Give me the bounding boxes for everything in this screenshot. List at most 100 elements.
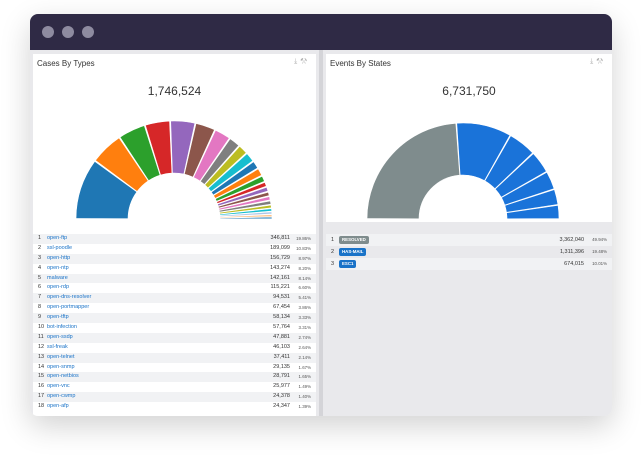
donut-slice[interactable]	[219, 216, 273, 220]
row-index: 7	[38, 294, 42, 301]
table-row[interactable]: 2 ssl-poodle 189,099 10.83%	[33, 244, 316, 254]
row-value: 189,099	[270, 244, 290, 251]
donut-slice[interactable]	[210, 161, 259, 196]
case-type-link[interactable]: open-portmapper	[47, 304, 90, 311]
panel-divider[interactable]	[319, 50, 323, 416]
case-type-link[interactable]: open-http	[47, 254, 71, 261]
state-badge[interactable]: RESOLVED	[339, 236, 369, 244]
table-row[interactable]: 1 open-ftp 346,811 19.86%	[33, 234, 316, 244]
table-row[interactable]: 5 malware 142,161 8.14%	[33, 273, 316, 284]
donut-slice[interactable]	[216, 181, 267, 204]
table-row[interactable]: 13 open-telnet 37,411 2.14%	[33, 352, 316, 363]
donut-slice[interactable]	[204, 145, 247, 189]
case-type-link[interactable]: bot-infection	[47, 324, 77, 331]
donut-slice[interactable]	[213, 168, 263, 199]
donut-slice[interactable]	[501, 171, 555, 206]
table-row[interactable]: 9 open-tftp 58,134 3.33%	[33, 313, 316, 324]
case-type-link[interactable]: open-vnc	[47, 383, 70, 390]
table-row[interactable]: 10 bot-infection 57,764 3.31%	[33, 323, 316, 333]
case-type-link[interactable]: malware	[47, 274, 68, 281]
donut-slice[interactable]	[494, 153, 547, 198]
events-table: 1 RESOLVED 3,362,040 49.94% 2 HAS-MAIL 1,311,3…	[326, 234, 612, 270]
case-type-link[interactable]: open-tftp	[47, 314, 69, 321]
row-percent: 3.31%	[298, 325, 311, 331]
table-row[interactable]: 2 HAS-MAIL 1,311,396 19.48%	[326, 246, 612, 258]
table-row[interactable]: 14 open-snmp 29,135 1.67%	[33, 363, 316, 373]
app-window: Cases By Types ⤓⚒ 1,746,524 1 open-ftp 346…	[30, 14, 612, 416]
row-index: 3	[38, 254, 42, 261]
row-index: 1	[331, 237, 335, 243]
window-dot-close[interactable]	[42, 26, 54, 38]
case-type-link[interactable]: open-netbios	[47, 373, 79, 380]
case-type-link[interactable]: ssl-poodle	[47, 244, 73, 251]
donut-slice[interactable]	[214, 175, 265, 202]
case-type-link[interactable]: open-rdp	[47, 284, 70, 291]
case-type-link[interactable]: open-telnet	[47, 353, 75, 360]
table-row[interactable]: 4 open-ntp 143,274 8.20%	[33, 264, 316, 274]
case-type-link[interactable]: open-dns-resolver	[47, 294, 92, 301]
table-row[interactable]: 17 open-cwmp 24,378 1.40%	[33, 392, 316, 403]
donut-slice[interactable]	[193, 129, 230, 182]
row-value: 29,135	[273, 363, 290, 370]
case-type-link[interactable]: open-ntp	[47, 264, 69, 271]
donut-slice[interactable]	[219, 204, 272, 215]
table-row[interactable]: 3 open-http 156,729 8.97%	[33, 253, 316, 264]
table-row[interactable]: 18 open-afp 24,347 1.39%	[33, 402, 316, 412]
row-percent: 8.14%	[298, 275, 311, 281]
row-value: 115,221	[270, 284, 290, 291]
row-value: 57,764	[273, 324, 290, 331]
events-total: 6,731,750	[442, 84, 496, 98]
donut-slice[interactable]	[217, 186, 269, 207]
donut-slice[interactable]	[183, 123, 215, 178]
table-row[interactable]: 1 RESOLVED 3,362,040 49.94%	[326, 234, 612, 246]
case-type-link[interactable]: open-ssdp	[47, 333, 73, 340]
case-type-link[interactable]: ssl-freak	[47, 343, 68, 350]
donut-slice[interactable]	[170, 120, 196, 175]
table-row[interactable]: 11 open-ssdp 47,881 2.74%	[33, 332, 316, 343]
state-badge[interactable]: HAS-MAIL	[339, 248, 367, 256]
window-dot-minimize[interactable]	[62, 26, 74, 38]
donut-slice[interactable]	[218, 200, 272, 213]
window-dot-maximize[interactable]	[82, 26, 94, 38]
row-value: 47,881	[273, 333, 290, 340]
table-row[interactable]: 3 ESC1 674,015 10.01%	[326, 258, 612, 270]
download-icon[interactable]: ⤓	[590, 58, 597, 65]
row-index: 18	[38, 403, 45, 410]
donut-slice[interactable]	[506, 205, 560, 220]
row-value: 28,791	[273, 373, 290, 380]
table-row[interactable]: 16 open-vnc 25,977 1.49%	[33, 382, 316, 392]
donut-slice[interactable]	[75, 160, 138, 220]
row-value: 346,811	[270, 235, 290, 241]
case-type-link[interactable]: open-snmp	[47, 363, 75, 370]
donut-slice[interactable]	[366, 122, 461, 220]
row-index: 6	[38, 284, 42, 291]
donut-slice[interactable]	[218, 196, 271, 211]
donut-slice[interactable]	[504, 189, 559, 213]
table-row[interactable]: 6 open-rdp 115,221 6.60%	[33, 283, 316, 293]
donut-slice[interactable]	[219, 211, 273, 217]
row-value: 142,161	[270, 274, 290, 281]
donut-slice[interactable]	[456, 122, 511, 182]
case-type-link[interactable]: open-afp	[47, 403, 69, 410]
case-type-link[interactable]: open-ftp	[47, 235, 68, 241]
row-percent: 10.83%	[296, 245, 311, 251]
donut-slice[interactable]	[484, 135, 534, 190]
donut-slice[interactable]	[217, 191, 270, 209]
cases-total: 1,746,524	[147, 84, 202, 98]
table-row[interactable]: 8 open-portmapper 67,454 3.86%	[33, 303, 316, 313]
donut-slice[interactable]	[145, 120, 173, 176]
donut-slice[interactable]	[119, 125, 161, 182]
table-row[interactable]: 12 ssl-freak 46,103 2.64%	[33, 343, 316, 353]
wrench-icon[interactable]: ⚒	[300, 58, 310, 65]
download-icon[interactable]: ⤓	[294, 58, 301, 65]
row-percent: 2.74%	[298, 334, 311, 340]
donut-slice[interactable]	[219, 208, 273, 216]
case-type-link[interactable]: open-cwmp	[47, 393, 76, 400]
wrench-icon[interactable]: ⚒	[596, 58, 606, 65]
donut-slice[interactable]	[95, 137, 149, 192]
state-badge[interactable]: ESC1	[339, 260, 357, 268]
table-row[interactable]: 15 open-netbios 28,791 1.65%	[33, 372, 316, 383]
donut-slice[interactable]	[207, 153, 254, 193]
table-row[interactable]: 7 open-dns-resolver 94,531 5.41%	[33, 293, 316, 304]
donut-slice[interactable]	[199, 138, 240, 185]
